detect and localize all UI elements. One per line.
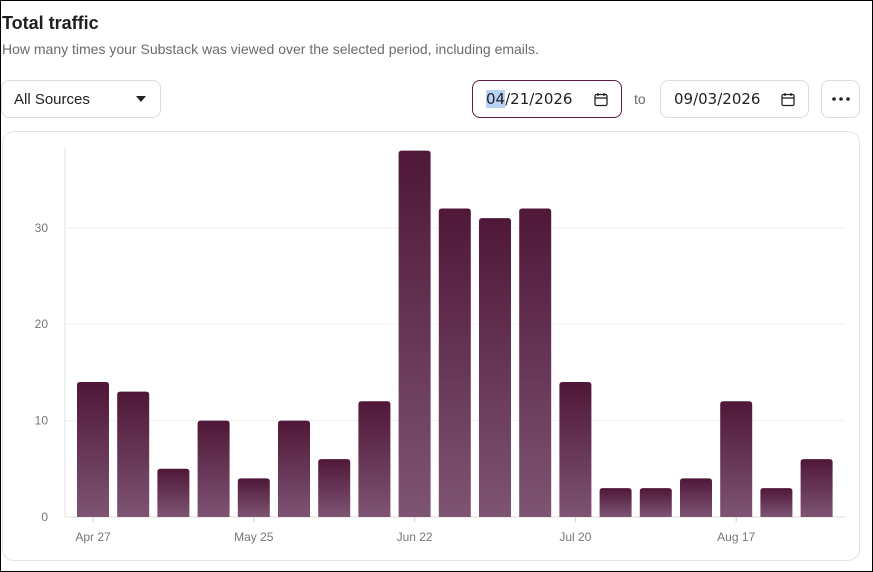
source-filter-value: All Sources (14, 90, 90, 108)
calendar-icon[interactable] (781, 92, 795, 107)
bar[interactable] (438, 208, 471, 517)
bar[interactable] (519, 208, 552, 517)
date-from-input[interactable]: 04/21/2026 (472, 80, 622, 118)
more-options-button[interactable] (821, 80, 860, 118)
bar[interactable] (599, 488, 632, 517)
y-tick-label: 20 (35, 317, 49, 331)
bar[interactable] (237, 478, 270, 517)
y-tick-label: 30 (35, 221, 49, 235)
page-title: Total traffic (2, 13, 99, 33)
chart-card (2, 131, 860, 561)
bar[interactable] (479, 218, 511, 517)
bar[interactable] (358, 401, 391, 517)
date-range-to-label: to (634, 91, 646, 107)
date-to-input[interactable]: 09/03/2026 (660, 80, 809, 118)
date-from-month-selected: 04 (486, 90, 506, 108)
bar[interactable] (278, 420, 310, 517)
bar[interactable] (760, 488, 793, 517)
x-tick-label: Apr 27 (75, 530, 111, 544)
bar[interactable] (197, 420, 230, 517)
bar[interactable] (680, 478, 712, 517)
bar[interactable] (720, 401, 753, 517)
bar[interactable] (559, 382, 592, 517)
bar[interactable] (318, 459, 351, 517)
x-tick-label: Jul 20 (559, 530, 591, 544)
bar[interactable] (800, 459, 833, 517)
bar[interactable] (77, 382, 109, 517)
ellipsis-icon (831, 97, 850, 101)
source-filter-dropdown[interactable]: All Sources (1, 80, 161, 118)
bar[interactable] (157, 468, 190, 517)
caret-down-icon (136, 96, 146, 102)
calendar-icon[interactable] (594, 92, 608, 107)
x-tick-label: May 25 (234, 530, 274, 544)
page-subtitle: How many times your Substack was viewed … (2, 41, 539, 57)
date-from-rest: /21/2026 (505, 90, 573, 108)
date-to-value: 09/03/2026 (674, 90, 761, 108)
bar[interactable] (398, 150, 431, 517)
x-tick-label: Jun 22 (397, 530, 433, 544)
x-tick-label: Aug 17 (717, 530, 755, 544)
bar[interactable] (639, 488, 672, 517)
y-tick-label: 10 (35, 414, 49, 428)
bar[interactable] (117, 391, 150, 517)
y-tick-label: 0 (41, 510, 48, 524)
